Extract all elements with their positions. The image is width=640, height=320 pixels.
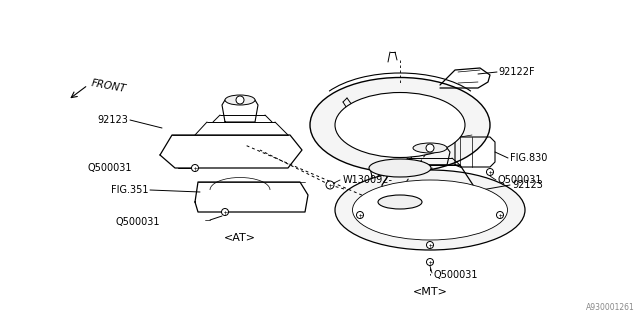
- Circle shape: [426, 242, 433, 249]
- Text: FIG.830: FIG.830: [510, 153, 547, 163]
- Text: W130092-: W130092-: [343, 175, 393, 185]
- Text: Q500031: Q500031: [88, 163, 132, 173]
- Circle shape: [497, 212, 504, 219]
- Circle shape: [326, 181, 334, 189]
- Ellipse shape: [310, 77, 490, 172]
- Ellipse shape: [225, 95, 255, 105]
- Text: Q500031: Q500031: [498, 175, 543, 185]
- Text: <MT>: <MT>: [413, 287, 447, 297]
- Ellipse shape: [413, 143, 447, 153]
- Text: 92123: 92123: [512, 180, 543, 190]
- Circle shape: [191, 164, 198, 172]
- Circle shape: [356, 212, 364, 219]
- Ellipse shape: [335, 92, 465, 157]
- Text: FRONT: FRONT: [90, 78, 127, 94]
- Circle shape: [426, 144, 434, 152]
- Ellipse shape: [369, 159, 431, 177]
- Circle shape: [221, 209, 228, 215]
- Text: <AT>: <AT>: [224, 233, 256, 243]
- Ellipse shape: [353, 180, 508, 240]
- Text: A930001261: A930001261: [586, 303, 635, 312]
- Ellipse shape: [378, 195, 422, 209]
- Text: Q500031: Q500031: [115, 217, 159, 227]
- Text: 92122F: 92122F: [498, 67, 534, 77]
- Circle shape: [486, 169, 493, 175]
- Text: FIG.351: FIG.351: [111, 185, 148, 195]
- Circle shape: [236, 96, 244, 104]
- Text: 92123: 92123: [97, 115, 128, 125]
- Ellipse shape: [335, 170, 525, 250]
- Circle shape: [426, 259, 433, 266]
- Text: Q500031: Q500031: [434, 270, 479, 280]
